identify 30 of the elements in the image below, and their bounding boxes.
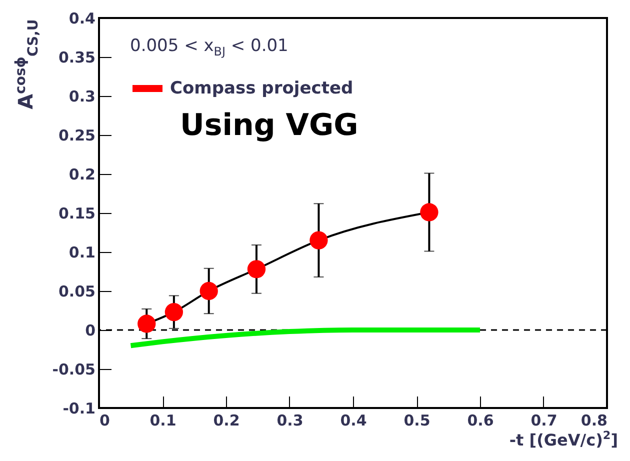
- point: [164, 302, 184, 322]
- y-tick-label: -0.05: [52, 360, 96, 378]
- y-tick-label: 0.25: [58, 126, 96, 144]
- x-tick-label: 0.5: [404, 412, 430, 430]
- x-tick-label: 0.6: [467, 412, 494, 430]
- x-tick-label: 0.7: [530, 412, 558, 430]
- x-tick-label: 0: [100, 412, 110, 430]
- point: [200, 282, 218, 300]
- point: [420, 203, 438, 222]
- x-tick-label: 0.8: [580, 412, 608, 430]
- y-tick-label: 0.15: [58, 204, 96, 222]
- legend-label: Compass projected: [170, 78, 354, 98]
- y-tick-label: 0.3: [68, 88, 96, 106]
- x-axis-title: -t [(GeV/c)$^{2}$]: [509, 429, 618, 450]
- y-tick-label: 0.35: [58, 48, 96, 66]
- y-tick-label: -0.1: [62, 400, 96, 418]
- x-tick-label: 0.3: [276, 412, 304, 430]
- point: [247, 260, 266, 278]
- y-tick-label: 0.1: [68, 244, 96, 262]
- x-tick-label: 0.1: [150, 412, 176, 430]
- annotation: 0.005 < x$_{BJ}$ < 0.01: [130, 36, 288, 58]
- annotation: Using VGG: [180, 108, 358, 143]
- x-tick-label: 0.2: [213, 412, 240, 430]
- y-tick-label: 0: [85, 322, 96, 340]
- x-tick-label: 0.4: [340, 412, 367, 430]
- y-tick-label: 0.4: [68, 10, 96, 28]
- y-tick-label: 0.05: [58, 282, 96, 300]
- y-tick-label: 0.2: [68, 166, 96, 184]
- point: [138, 314, 156, 333]
- point: [310, 231, 328, 250]
